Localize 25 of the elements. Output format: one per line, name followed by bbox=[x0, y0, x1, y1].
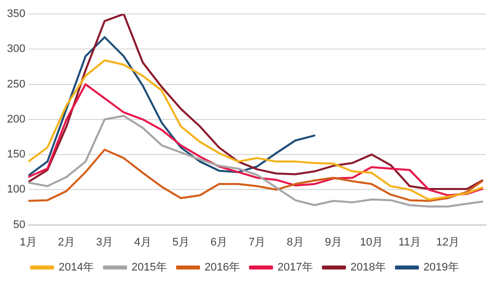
x-tick-label: 7月 bbox=[248, 236, 266, 248]
x-tick-label: 1月 bbox=[20, 236, 37, 248]
y-tick-label: 50 bbox=[13, 218, 26, 231]
legend-label: 2016年 bbox=[204, 262, 240, 274]
x-tick-label: 3月 bbox=[96, 236, 114, 248]
x-tick-label: 11月 bbox=[398, 236, 421, 248]
x-tick-label: 8月 bbox=[286, 236, 304, 248]
x-tick-label: 4月 bbox=[134, 236, 152, 248]
y-tick-label: 150 bbox=[6, 148, 26, 161]
x-tick-label: 5月 bbox=[172, 236, 190, 248]
legend-label: 2018年 bbox=[350, 262, 386, 274]
y-tick-label: 100 bbox=[6, 184, 26, 196]
y-tick-label: 350 bbox=[6, 8, 26, 20]
legend-label: 2014年 bbox=[58, 262, 94, 274]
y-tick-label: 300 bbox=[6, 43, 26, 56]
x-tick-label: 2月 bbox=[58, 236, 76, 248]
legend-label: 2019年 bbox=[423, 262, 459, 274]
legend-label: 2017年 bbox=[278, 262, 313, 274]
x-tick-label: 9月 bbox=[324, 236, 342, 248]
x-tick-label: 10月 bbox=[360, 236, 384, 248]
legend-label: 2015年 bbox=[132, 262, 168, 274]
x-tick-label: 12月 bbox=[436, 236, 460, 248]
x-tick-label: 6月 bbox=[210, 236, 228, 248]
y-tick-label: 250 bbox=[6, 78, 26, 90]
y-tick-label: 200 bbox=[6, 113, 26, 126]
